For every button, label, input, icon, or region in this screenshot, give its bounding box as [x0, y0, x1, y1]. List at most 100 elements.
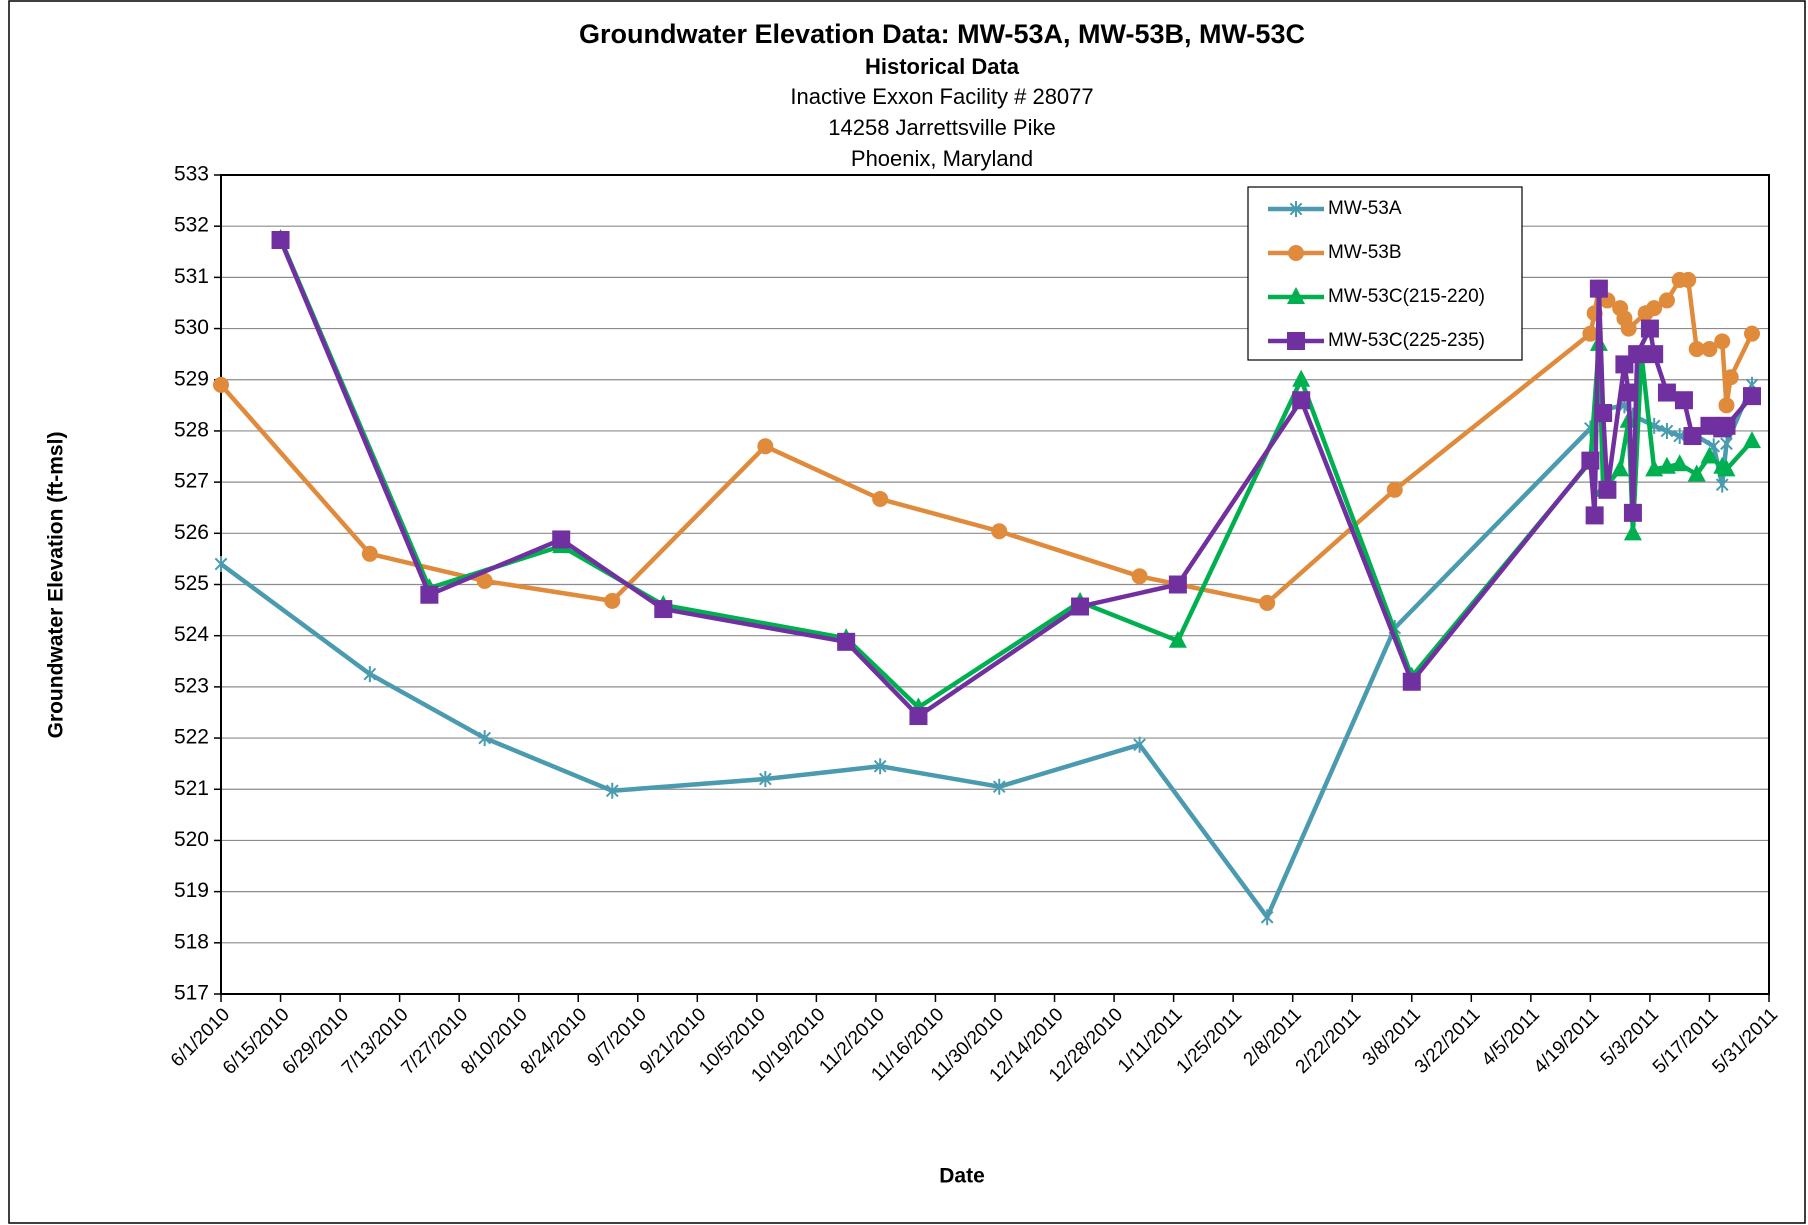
legend-label: MW-53B	[1328, 242, 1402, 263]
marker	[1623, 523, 1642, 541]
y-tick-label: 528	[174, 418, 209, 441]
y-tick-label: 527	[174, 470, 209, 493]
marker	[654, 600, 673, 619]
series-line	[278, 239, 1754, 719]
marker	[1589, 279, 1608, 298]
marker	[1628, 345, 1647, 364]
legend-label: MW-53C(225-235)	[1328, 330, 1485, 351]
marker	[1688, 341, 1705, 358]
marker	[1620, 320, 1637, 337]
legend-label: MW-53C(215-220)	[1328, 286, 1485, 307]
marker	[991, 523, 1008, 540]
marker	[1260, 909, 1274, 926]
y-tick-label: 522	[174, 726, 209, 749]
x-axis-label: Date	[939, 1165, 985, 1188]
marker	[1071, 597, 1090, 616]
y-tick-label: 517	[174, 982, 209, 1005]
marker	[1585, 506, 1604, 525]
marker	[1402, 672, 1421, 691]
marker	[1674, 391, 1693, 410]
marker	[213, 376, 229, 393]
marker	[1168, 630, 1187, 648]
y-tick-label: 533	[174, 163, 209, 186]
y-tick-label: 521	[174, 777, 209, 800]
y-tick-label: 526	[174, 521, 209, 544]
marker	[1717, 459, 1736, 477]
marker	[420, 585, 439, 604]
marker	[476, 572, 493, 589]
plot-frame	[220, 174, 1770, 995]
legend-box	[1247, 186, 1523, 361]
marker	[1287, 287, 1305, 304]
marker	[1715, 476, 1729, 493]
marker	[1292, 391, 1311, 410]
y-tick-label: 524	[174, 623, 209, 646]
marker	[1611, 459, 1630, 477]
subtitle-line: 14258 Jarrettsville Pike	[828, 115, 1055, 140]
y-tick-label: 532	[174, 214, 209, 237]
marker	[1717, 416, 1736, 435]
marker	[1742, 431, 1761, 449]
y-tick-label: 519	[174, 879, 209, 902]
y-tick-label: 530	[174, 316, 209, 339]
y-axis-label: Groundwater Elevation (ft-msl)	[45, 432, 68, 739]
marker	[1598, 480, 1617, 499]
marker	[1645, 459, 1664, 477]
marker	[909, 707, 928, 726]
chart-subtitle: Historical Data	[865, 54, 1020, 79]
marker	[992, 778, 1006, 795]
marker	[1714, 333, 1731, 350]
marker	[1623, 503, 1642, 522]
marker	[1288, 245, 1304, 261]
marker	[1168, 575, 1187, 594]
subtitle-line: Phoenix, Maryland	[851, 146, 1033, 171]
marker	[758, 771, 772, 788]
legend-label: MW-53A	[1328, 198, 1402, 219]
marker	[1619, 383, 1638, 402]
chart-title: Groundwater Elevation Data: MW-53A, MW-5…	[579, 19, 1305, 49]
marker	[1640, 319, 1659, 338]
marker	[1743, 325, 1760, 342]
y-tick-label: 529	[174, 367, 209, 390]
marker	[1742, 387, 1761, 406]
marker	[1683, 427, 1702, 446]
legend: MW-53A MW-53B MW-53C(215-220) MW-53C(225-23…	[1247, 186, 1523, 361]
marker	[214, 556, 228, 573]
marker	[605, 782, 619, 799]
marker	[1660, 422, 1674, 439]
marker	[1700, 446, 1719, 464]
y-tick-label: 531	[174, 265, 209, 288]
marker	[271, 231, 290, 250]
subtitle-line: Inactive Exxon Facility # 28077	[790, 84, 1093, 109]
marker	[1658, 292, 1675, 309]
marker	[872, 491, 889, 508]
marker	[1722, 369, 1739, 386]
marker	[1289, 201, 1303, 217]
marker	[1259, 594, 1276, 611]
marker	[1657, 383, 1676, 402]
marker	[1581, 451, 1600, 470]
marker	[1720, 435, 1733, 452]
marker	[1287, 332, 1305, 350]
marker	[552, 530, 571, 549]
y-tick-label: 520	[174, 828, 209, 851]
marker	[837, 632, 856, 651]
marker	[1292, 369, 1311, 387]
marker	[1657, 456, 1676, 474]
y-tick-label: 523	[174, 674, 209, 697]
marker	[873, 758, 887, 775]
marker	[1670, 454, 1689, 472]
marker	[1594, 404, 1613, 423]
marker	[604, 592, 621, 609]
marker	[1680, 271, 1697, 288]
marker	[1701, 341, 1718, 358]
marker	[363, 666, 377, 683]
y-tick-label: 518	[174, 930, 209, 953]
marker	[1131, 568, 1148, 585]
marker	[1687, 464, 1706, 482]
marker	[1645, 345, 1664, 364]
marker	[1582, 325, 1599, 342]
marker	[1386, 481, 1403, 498]
marker	[1133, 736, 1146, 753]
